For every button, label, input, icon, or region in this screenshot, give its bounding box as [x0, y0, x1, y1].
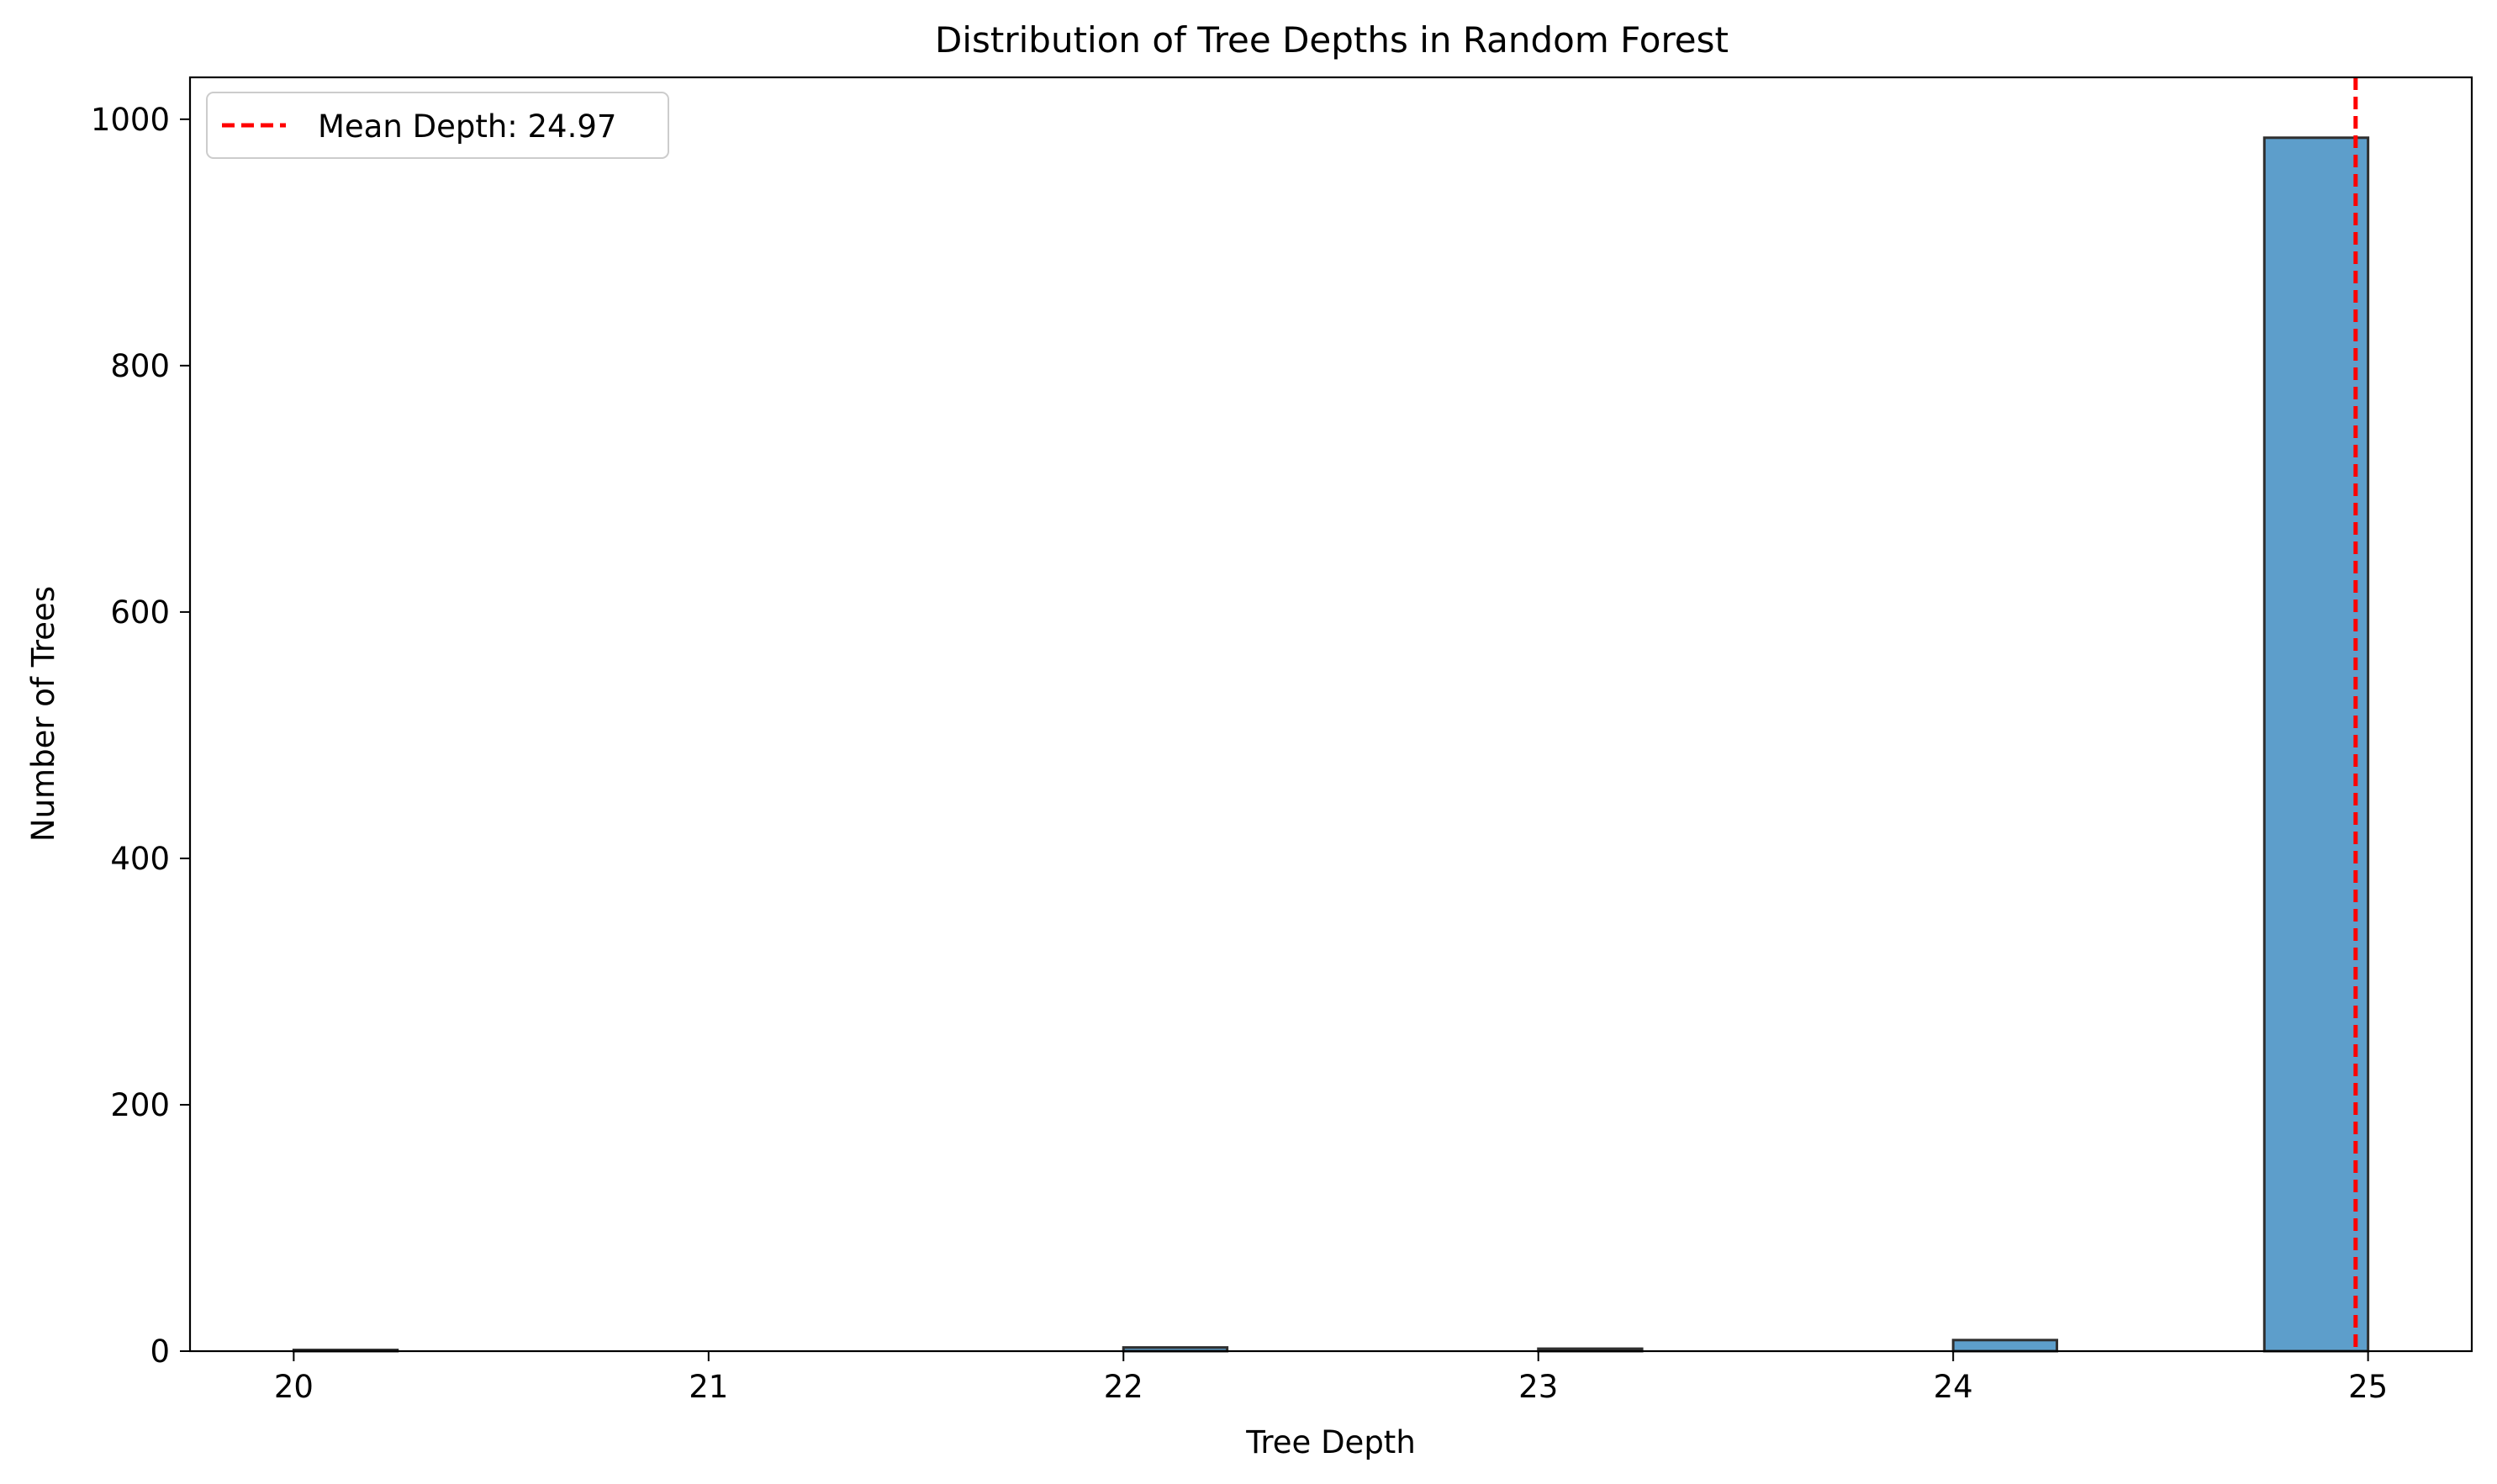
x-tick-label-0: 20: [274, 1369, 314, 1405]
histogram-bar-4: [2262, 136, 2370, 1353]
plot-area: [292, 77, 2370, 1353]
x-axis-label: Tree Depth: [1245, 1424, 1416, 1460]
x-axis: 20 21 22 23 24 25: [274, 1351, 2388, 1405]
y-tick-label-0: 0: [150, 1333, 170, 1370]
y-axis: 0 200 400 600 800 1000: [91, 102, 190, 1370]
x-tick-label-5: 25: [2348, 1369, 2388, 1405]
x-tick-label-1: 21: [689, 1369, 728, 1405]
histogram-bar-3: [1951, 1339, 2059, 1353]
y-tick-label-1: 200: [110, 1087, 170, 1123]
y-tick-label-4: 800: [110, 348, 170, 384]
x-tick-label-4: 24: [1934, 1369, 1973, 1405]
legend-box: [206, 92, 669, 159]
legend: Mean Depth: 24.97: [206, 92, 669, 159]
plot-frame: [188, 76, 2473, 1353]
x-tick-label-3: 23: [1518, 1369, 1558, 1405]
chart-title: Distribution of Tree Depths in Random Fo…: [935, 19, 1729, 61]
y-tick-label-5: 1000: [91, 102, 170, 138]
y-tick-label-2: 400: [110, 841, 170, 877]
y-tick-label-3: 600: [110, 594, 170, 631]
legend-mean-depth-label: Mean Depth: 24.97: [318, 108, 616, 145]
x-tick-label-2: 22: [1104, 1369, 1143, 1405]
y-axis-label: Number of Trees: [25, 586, 61, 842]
